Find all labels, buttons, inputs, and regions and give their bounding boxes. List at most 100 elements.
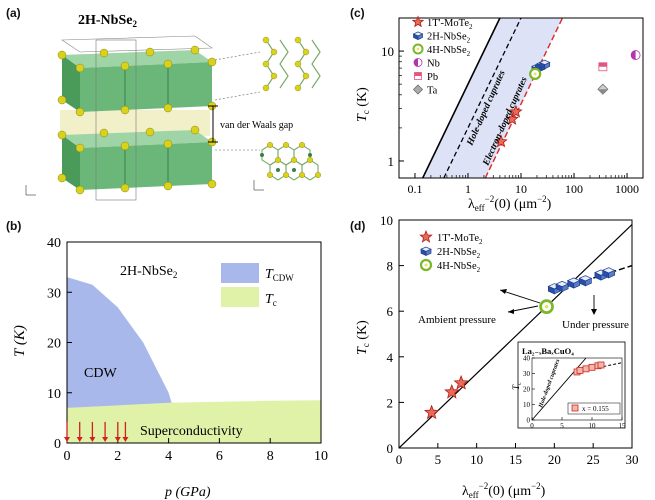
phase-legend: TCDW Tc [221,263,294,308]
data-point-2h-nbse2 [555,280,569,293]
data-point-pb [598,62,608,72]
panel-d: (d) 0 5 10 15 20 25 30 0 2 4 6 8 10 Ambient pressure… [340,215,655,500]
x-tick-label: 10 [470,452,483,467]
electron-doped-line [443,18,522,178]
legend-label-tcdw: TCDW [265,267,294,283]
y-tick-label: 0 [387,441,394,456]
y-tick-label: 2 [387,395,394,410]
pressure-arrow [64,421,70,442]
y-tick-label: 20 [47,337,61,352]
inset-data-point [588,363,596,371]
side-view-chains [265,39,321,89]
crystal-structure-illustration: 2H-NbSe2 [25,13,322,201]
x-tick-label: 1 [465,182,471,196]
pressure-arrow [122,421,129,442]
x-tick-label: 30 [626,452,639,467]
under-pressure-label: Under pressure [562,319,629,331]
x-tick-label: 0 [64,449,71,464]
legend-swatch-tcdw [221,263,259,283]
inset-legend-label: x = 0.155 [582,405,609,413]
x-tick-label: 0.1 [407,182,422,196]
data-point-mote2 [453,374,469,390]
panel-b-xlabel: p (GPa) [164,485,211,500]
panel-b: (b) 0 2 4 6 8 10 0 10 20 30 40 2H-NbSe2 CDW Superc… [0,215,340,500]
legend-marker-2h [420,246,432,257]
legend-label: Pb [427,72,438,83]
panel-b-label: (b) [6,219,22,233]
inset-title: La₂₋ₓBaₓCuO₄ [522,346,574,356]
x-tick-label: 20 [548,452,561,467]
inset-y-tick: 40 [523,355,531,363]
panel-c-label: (c) [350,6,365,20]
fit-line-red [484,18,564,178]
x-tick-label: 10 [515,182,527,196]
y-tick-label: 40 [47,236,61,251]
panel-d-xlabel: λeff−2(0) (μm−2) [462,481,546,500]
cdw-region [67,277,184,443]
data-point-4h-nbse2 [539,299,554,314]
data-point-4h-nbse2 [529,67,542,81]
panel-c: (c) 0.1 1 10 100 1000 1 10 Hole-doped cuprates… [340,0,655,215]
pressure-arrows [64,421,129,442]
y-tick-label: 8 [387,259,394,274]
inset-data-point [582,365,590,373]
y-tick-label: 10 [47,387,61,402]
inset-y-tick: 20 [523,386,531,394]
y-tick-label: 4 [387,350,394,365]
x-tick-label: 4 [165,449,172,464]
legend-label: Nb [427,59,440,70]
inset-ylabel: Tc [511,382,523,390]
data-point-2h-nbse2 [601,267,616,279]
legend-label: Ta [427,86,438,97]
x-tick-label: 5 [435,452,442,467]
hole-doped-line [421,18,501,178]
phase-diagram: 0 2 4 6 8 10 0 10 20 30 40 2H-NbSe2 CDW Supercondu… [12,236,328,500]
x-tick-label: 8 [267,449,274,464]
ambient-pressure-label: Ambient pressure [418,314,496,326]
panel-b-ylabel: T (K) [12,325,28,357]
panel-a: (a) 2H-NbSe2 [0,0,340,215]
legend-label: 2H-NbSe2 [427,32,471,45]
inset-x-tick: 10 [589,422,597,430]
pressure-arrow [89,421,96,442]
x-tick-label: 2 [114,449,121,464]
y-tick-label: 30 [47,286,61,301]
inset-y-tick: 0 [527,417,531,425]
panel-d-label: (d) [350,219,366,233]
data-point-2h-nbse2 [578,275,593,287]
data-point-2h-nbse2 [538,59,551,70]
top-layer-prisms [61,35,213,112]
x-tick-label: 10 [314,449,328,464]
panel-d-ylabel: Tc (K) [355,320,371,355]
vdw-gap-label: van der Waals gap [220,120,293,131]
bottom-layer-prisms [62,130,212,190]
legend-marker-4h [419,258,433,272]
x-tick-label: 100 [565,182,583,196]
linear-plot: 0 5 10 15 20 25 30 0 2 4 6 8 10 Ambient pressure Und… [355,215,639,500]
y-tick-label: 10 [380,215,393,228]
pressure-annotations [499,289,597,315]
inset-data-point [576,366,584,374]
inset-y-tick: 10 [523,401,531,409]
pressure-arrow [102,421,109,442]
pressure-arrow [114,421,121,442]
data-point-2h-nbse2 [566,277,581,289]
phase-title: 2H-NbSe2 [120,264,177,280]
y-tick-label: 6 [387,304,394,319]
legend-label: 4H-NbSe2 [437,261,481,274]
inset-x-tick: 5 [560,422,564,430]
data-point-mote2 [509,104,523,118]
superconductivity-label: Superconductivity [140,424,243,439]
legend-label-tc: Tc [265,292,277,308]
inset-data-point [597,361,605,369]
x-tick-label: 6 [216,449,223,464]
legend-marker-2h [412,31,424,41]
legend-label: 2H-NbSe2 [437,247,481,260]
y-tick-label: 10 [381,44,394,59]
cdw-label: CDW [84,366,117,381]
pressure-arrow [76,421,83,442]
